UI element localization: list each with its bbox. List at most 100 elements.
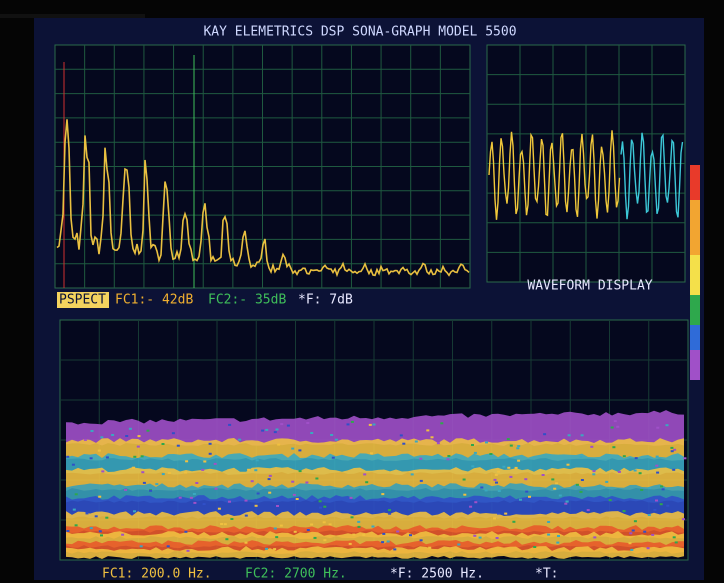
spectrogram-speckle bbox=[193, 502, 196, 504]
scale-yellow bbox=[690, 255, 700, 295]
spectrogram-speckle bbox=[141, 455, 144, 457]
spectrogram-speckle bbox=[447, 458, 450, 460]
spectrogram-speckle bbox=[296, 498, 299, 500]
spectrogram-speckle bbox=[666, 505, 669, 507]
spectrogram-speckle bbox=[683, 457, 686, 459]
spectrogram-speckle bbox=[362, 534, 365, 536]
spectrogram-speckle bbox=[230, 518, 233, 520]
spectrogram-speckle bbox=[98, 450, 101, 452]
spectrogram-speckle bbox=[495, 482, 498, 484]
spectrogram-speckle bbox=[90, 457, 93, 459]
spectrogram-speckle bbox=[220, 523, 223, 525]
spectrogram-speckle bbox=[132, 467, 135, 469]
spectrogram-speckle bbox=[581, 434, 584, 436]
spectrogram-speckle bbox=[614, 420, 617, 422]
spectrogram-speckle bbox=[497, 471, 500, 473]
spectrogram-speckle bbox=[623, 510, 626, 512]
spectrogram-speckle bbox=[363, 473, 366, 475]
spectrogram-speckle bbox=[349, 543, 352, 545]
spectrogram-speckle bbox=[616, 426, 619, 428]
spectrogram-speckle bbox=[516, 447, 519, 449]
spectrogram-speckle bbox=[257, 493, 260, 495]
spectrogram-speckle bbox=[245, 542, 248, 544]
spectrogram-speckle bbox=[168, 472, 171, 474]
spectrogram-speckle bbox=[75, 493, 78, 495]
spectrogram-speckle bbox=[409, 534, 412, 536]
spectrogram-speckle bbox=[147, 430, 150, 432]
spectrogram-speckle bbox=[184, 531, 187, 533]
spectrogram-speckle bbox=[581, 479, 584, 481]
spectrogram-speckle bbox=[547, 521, 550, 523]
spectrogram-speckle bbox=[411, 473, 414, 475]
delta-f-label: *F: 7dB bbox=[298, 293, 353, 308]
spectrogram-speckle bbox=[566, 501, 569, 503]
spectrogram-speckle bbox=[643, 531, 646, 533]
spectrogram-speckle bbox=[172, 432, 175, 434]
bottom-fc2: FC2: 2700 Hz. bbox=[245, 567, 347, 582]
spectrogram-speckle bbox=[369, 424, 372, 426]
spectrogram-speckle bbox=[547, 534, 550, 536]
spectrogram-speckle bbox=[75, 524, 78, 526]
spectrogram-speckle bbox=[275, 536, 278, 538]
spectrogram-speckle bbox=[517, 460, 520, 462]
spectrogram-speckle bbox=[463, 494, 466, 496]
spectrogram-speckle bbox=[268, 492, 271, 494]
spectrogram-speckle bbox=[307, 529, 310, 531]
fc2-label: FC2:- 35dB bbox=[208, 293, 286, 308]
spectrogram-speckle bbox=[167, 545, 170, 547]
spectrogram-speckle bbox=[507, 438, 510, 440]
spectrogram-speckle bbox=[357, 521, 360, 523]
spectrogram-speckle bbox=[592, 473, 595, 475]
spectrogram-speckle bbox=[215, 488, 218, 490]
spectrogram-speckle bbox=[251, 480, 254, 482]
spectrogram-speckle bbox=[358, 526, 361, 528]
spectrogram-speckle bbox=[310, 524, 313, 526]
spectrogram-speckle bbox=[635, 457, 638, 459]
scale-green bbox=[690, 295, 700, 325]
spectrogram-speckle bbox=[330, 434, 333, 436]
spectrogram-speckle bbox=[373, 424, 376, 426]
spectrogram-speckle bbox=[629, 532, 632, 534]
spectrogram-speckle bbox=[512, 521, 515, 523]
spectrogram-speckle bbox=[426, 429, 429, 431]
spectrogram-speckle bbox=[400, 434, 403, 436]
spectrogram-speckle bbox=[651, 534, 654, 536]
spectrogram-speckle bbox=[656, 427, 659, 429]
spectrogram-speckle bbox=[634, 470, 637, 472]
spectrogram-speckle bbox=[162, 473, 165, 475]
spectrum-panel bbox=[55, 45, 470, 288]
title: KAY ELEMETRICS DSP SONA-GRAPH MODEL 5500 bbox=[203, 25, 516, 40]
spectrogram-speckle bbox=[474, 452, 477, 454]
spectrogram-speckle bbox=[66, 456, 69, 458]
spectrogram-speckle bbox=[611, 427, 614, 429]
spectrogram-speckle bbox=[648, 514, 651, 516]
spectrogram-speckle bbox=[323, 506, 326, 508]
spectrogram-speckle bbox=[291, 448, 294, 450]
spectrogram-speckle bbox=[648, 487, 651, 489]
spectrogram-speckle bbox=[660, 485, 663, 487]
spectrogram-speckle bbox=[623, 455, 626, 457]
spectrogram-speckle bbox=[496, 537, 499, 539]
spectrogram-speckle bbox=[247, 469, 250, 471]
spectrogram-speckle bbox=[177, 445, 180, 447]
spectrogram-speckle bbox=[190, 497, 193, 499]
spectrogram-speckle bbox=[655, 465, 658, 467]
spectrogram-speckle bbox=[98, 496, 101, 498]
spectrogram-speckle bbox=[480, 487, 483, 489]
spectrogram-speckle bbox=[524, 478, 527, 480]
spectrogram-speckle bbox=[133, 510, 136, 512]
spectrogram-speckle bbox=[352, 534, 355, 536]
spectrogram-speckle bbox=[485, 441, 488, 443]
spectrogram-speckle bbox=[662, 488, 665, 490]
spectrogram-speckle bbox=[277, 444, 280, 446]
spectrogram-speckle bbox=[440, 422, 443, 424]
spectrogram-speckle bbox=[382, 533, 385, 535]
spectrogram-speckle bbox=[129, 428, 132, 430]
spectrogram-speckle bbox=[319, 500, 322, 502]
spectrogram-speckle bbox=[111, 434, 114, 436]
spectrogram-speckle bbox=[580, 491, 583, 493]
spectrogram-speckle bbox=[141, 471, 144, 473]
spectrogram-speckle bbox=[218, 508, 221, 510]
spectrogram-speckle bbox=[653, 509, 656, 511]
spectrogram-speckle bbox=[185, 460, 188, 462]
